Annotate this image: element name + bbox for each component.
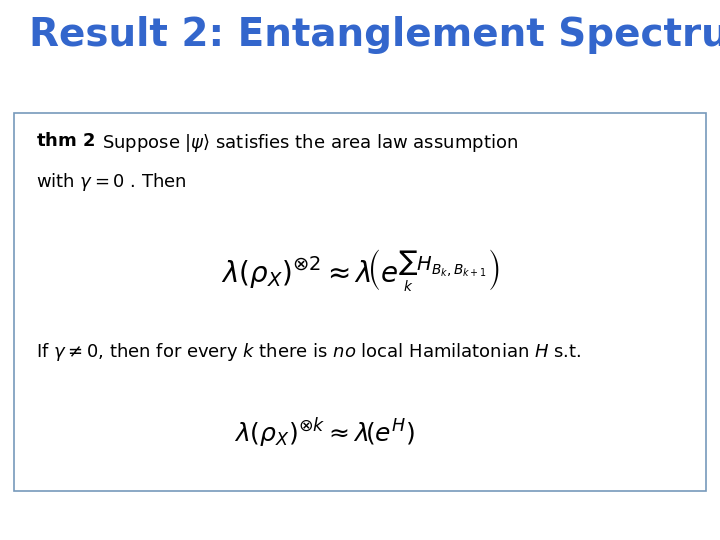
Text: $\lambda(\rho_X)^{\otimes 2} \approx \lambda\!\left(e^{\sum_k H_{B_k,B_{k+1}}}\r: $\lambda(\rho_X)^{\otimes 2} \approx \la… [220,247,500,293]
Text: Suppose $|\psi\rangle$ satisfies the area law assumption: Suppose $|\psi\rangle$ satisfies the are… [102,132,518,154]
Text: $\lambda(\rho_X)^{\otimes k} \approx \lambda\!\left(e^{H}\right)$: $\lambda(\rho_X)^{\otimes k} \approx \la… [233,417,415,450]
Text: with $\gamma = 0$ . Then: with $\gamma = 0$ . Then [36,171,186,193]
Text: $\mathbf{thm\ 2}$: $\mathbf{thm\ 2}$ [36,132,95,150]
Text: Result 2: Entanglement Spectrum: Result 2: Entanglement Spectrum [29,16,720,54]
FancyBboxPatch shape [14,113,706,491]
Text: If $\gamma \neq 0$, then for every $k$ there is $\mathit{no}$ local Hamilatonian: If $\gamma \neq 0$, then for every $k$ t… [36,341,582,363]
